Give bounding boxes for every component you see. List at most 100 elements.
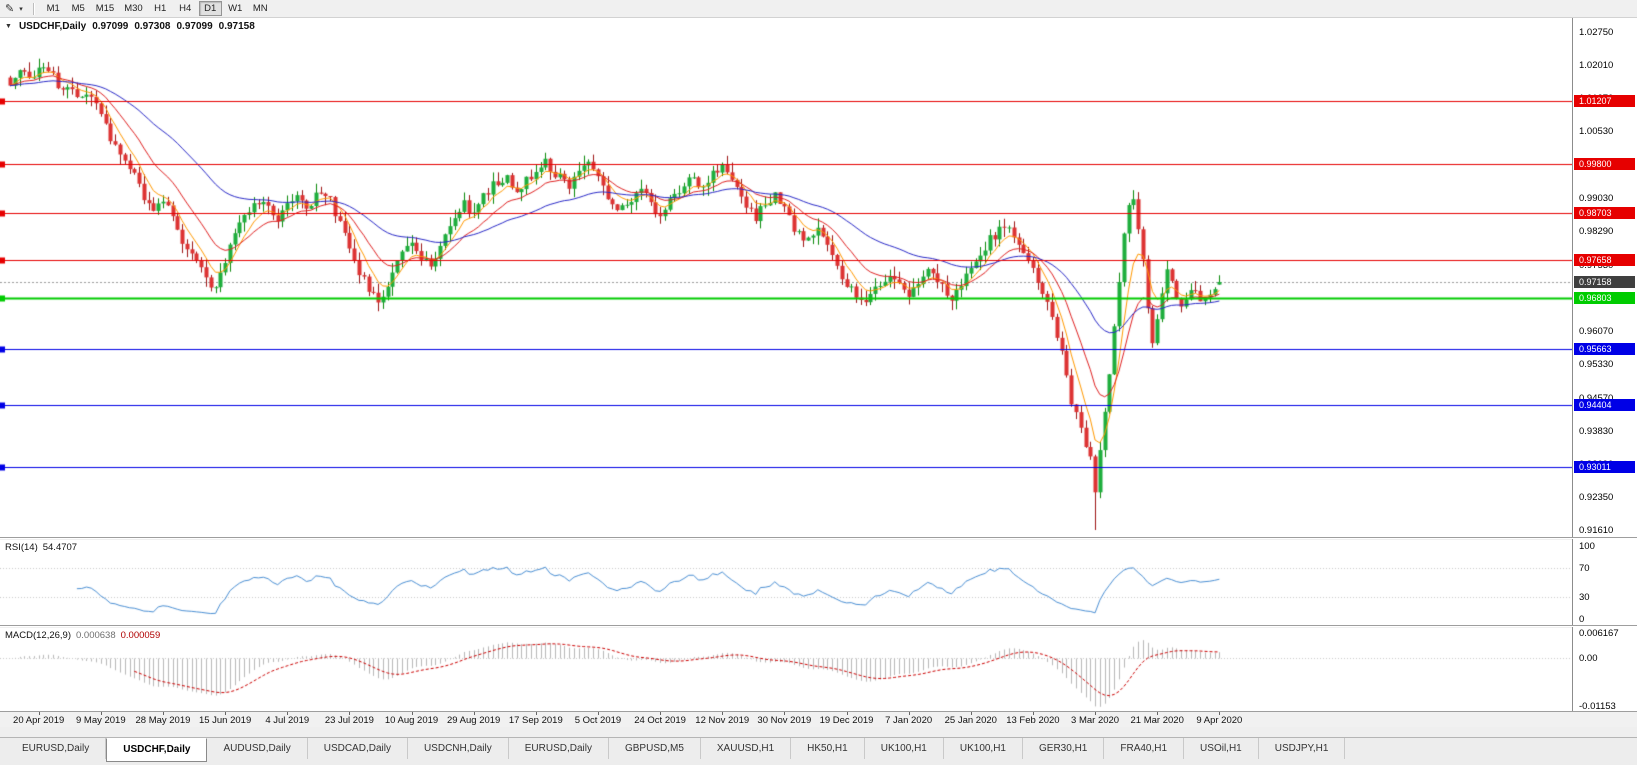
chart-tab-eurusd-daily[interactable]: EURUSD,Daily: [509, 738, 609, 759]
price-axis[interactable]: 1.027501.020101.012701.005300.997900.990…: [1572, 18, 1637, 712]
chart-tab-uk100-h1[interactable]: UK100,H1: [944, 738, 1023, 759]
date-label: 20 Apr 2019: [13, 715, 65, 726]
date-tick-mark: [287, 712, 289, 715]
timeframe-button-h4[interactable]: H4: [179, 3, 192, 14]
date-label: 24 Oct 2019: [634, 715, 686, 726]
timeframe-button-d1[interactable]: D1: [198, 1, 222, 16]
level-price-tag: 0.96803: [1574, 291, 1635, 304]
chart-tab-eurusd-daily[interactable]: EURUSD,Daily: [6, 738, 107, 759]
date-label: 7 Jan 2020: [885, 715, 933, 726]
date-axis[interactable]: 20 Apr 2019 9 May 2019 28 May 2019 15 Jun 2…: [0, 711, 1637, 727]
timeframe-button-m1[interactable]: M1: [46, 3, 60, 14]
price-tick-label: 0.96070: [1579, 325, 1614, 337]
date-tick-mark: [1032, 712, 1034, 715]
chart-tab-audusd-daily[interactable]: AUDUSD,Daily: [207, 738, 308, 759]
date-tick-mark: [660, 712, 662, 715]
level-price-tag: 0.97658: [1574, 253, 1635, 266]
price-tick-label: 1.02010: [1579, 60, 1614, 72]
chart-tab-xauusd-h1[interactable]: XAUUSD,H1: [701, 738, 792, 759]
chart-tab-usoil-h1[interactable]: USOil,H1: [1184, 738, 1259, 759]
date-label: 10 Aug 2019: [384, 715, 439, 726]
rsi-tick-label: 100: [1579, 541, 1595, 552]
price-tick-label: 0.94570: [1579, 393, 1613, 404]
date-tick-mark: [1157, 712, 1159, 715]
date-label: 29 Aug 2019: [446, 715, 501, 726]
timeframe-button-m15[interactable]: M15: [95, 3, 115, 14]
price-tick-label: 0.92350: [1579, 491, 1614, 503]
timeframe-button-m30[interactable]: M30: [124, 3, 143, 14]
chart-tab-fra40-h1[interactable]: FRA40,H1: [1104, 738, 1185, 759]
price-tick-label: 0.98290: [1579, 226, 1614, 238]
date-tick-mark: [535, 712, 537, 715]
chart-tab-uk100-h1[interactable]: UK100,H1: [865, 738, 944, 759]
macd-tick-label: 0.00: [1579, 653, 1598, 665]
date-tick-mark: [225, 712, 227, 715]
chart-tab-usdcad-daily[interactable]: USDCAD,Daily: [308, 738, 408, 759]
ohlc-close: 0.97158: [218, 21, 255, 32]
date-label: 13 Feb 2020: [1006, 715, 1060, 726]
macd-main-value: 0.000638: [76, 630, 116, 641]
macd-tick-label: -0.01153: [1579, 701, 1616, 712]
rsi-value: 54.4707: [42, 542, 78, 553]
macd-indicator-label: MACD(12,26,9) 0.000638 0.000059: [5, 630, 160, 641]
date-tick-mark: [349, 712, 351, 715]
price-tick-label: 1.02750: [1579, 27, 1614, 38]
chart-tab-hk50-h1[interactable]: HK50,H1: [791, 738, 865, 759]
chart-tab-ger30-h1[interactable]: GER30,H1: [1023, 738, 1105, 759]
chart-tab-usdchf-daily[interactable]: USDCHF,Daily: [106, 738, 208, 762]
collapse-chart-icon[interactable]: ▼: [5, 23, 12, 30]
rsi-tick-label: 70: [1579, 562, 1590, 574]
date-tick-mark: [162, 712, 164, 715]
price-tick-label: 0.91610: [1579, 525, 1614, 536]
price-tick-label: 0.93830: [1579, 425, 1614, 437]
date-tick-mark: [1095, 712, 1097, 715]
date-label: 30 Nov 2019: [757, 715, 812, 726]
date-label: 9 Apr 2020: [1196, 715, 1243, 726]
chart-tab-usdjpy-h1[interactable]: USDJPY,H1: [1259, 738, 1346, 759]
date-label: 25 Jan 2020: [944, 715, 997, 726]
level-price-tag: 0.93011: [1574, 461, 1635, 474]
macd-panel: [0, 628, 1572, 711]
ohlc-low: 0.97099: [176, 21, 213, 32]
chart-tab-usdcnh-daily[interactable]: USDCNH,Daily: [408, 738, 509, 759]
panel-divider[interactable]: [0, 537, 1637, 539]
date-tick-mark: [908, 712, 910, 715]
tab-bar: EURUSD,Daily USDCHF,Daily AUDUSD,Daily USDC…: [0, 737, 1637, 765]
level-price-tag: 0.98703: [1574, 206, 1635, 219]
date-tick-mark: [411, 712, 413, 715]
chart-tab-gbpusd-m5[interactable]: GBPUSD,M5: [609, 738, 701, 759]
chart-title: ▼ USDCHF,Daily 0.97099 0.97308 0.97099 0…: [5, 21, 255, 32]
timeframe-button-m5[interactable]: M5: [71, 3, 85, 14]
level-price-tag: 0.94404: [1574, 399, 1635, 412]
macd-signal-value: 0.000059: [120, 630, 161, 641]
price-chart-panel: [0, 18, 1572, 537]
date-label: 9 May 2019: [75, 715, 126, 726]
date-label: 21 Mar 2020: [1130, 715, 1184, 726]
price-tick-label: 0.97530: [1579, 260, 1614, 272]
rsi-canvas[interactable]: [0, 540, 1572, 625]
date-tick-mark: [970, 712, 972, 715]
macd-canvas[interactable]: [0, 628, 1572, 711]
draw-tool-group: ✎ ▾: [0, 0, 29, 17]
level-price-tag: 0.95663: [1574, 342, 1635, 355]
timeframe-button-h1[interactable]: H1: [154, 3, 167, 14]
toolbar-separator: [32, 2, 34, 15]
draw-tool-caret-icon[interactable]: ▾: [19, 5, 23, 13]
timeframe-button-mn[interactable]: MN: [252, 3, 268, 14]
panel-divider[interactable]: [0, 625, 1637, 627]
timeframe-toolbar: M1 M5 M15 M30 H1 H4 D1 W1 MN: [38, 0, 276, 17]
price-tick-label: 0.95330: [1579, 358, 1614, 370]
rsi-tick-label: 30: [1579, 592, 1590, 604]
draw-tool-icon[interactable]: ✎: [5, 2, 15, 15]
date-label: 17 Sep 2019: [508, 715, 563, 726]
rsi-indicator-label: RSI(14) 54.4707: [5, 542, 77, 553]
main-chart-canvas[interactable]: [0, 18, 1572, 537]
date-label: 28 May 2019: [135, 715, 191, 726]
chart-symbol-label: USDCHF,Daily: [18, 21, 87, 32]
date-tick-mark: [846, 712, 848, 715]
rsi-name: RSI(14): [5, 542, 38, 553]
top-toolbar: ✎ ▾ M1 M5 M15 M30 H1 H4 D1 W1 MN: [0, 0, 1637, 18]
timeframe-button-w1[interactable]: W1: [228, 3, 243, 14]
current-price-tag: 0.97158: [1574, 275, 1635, 288]
